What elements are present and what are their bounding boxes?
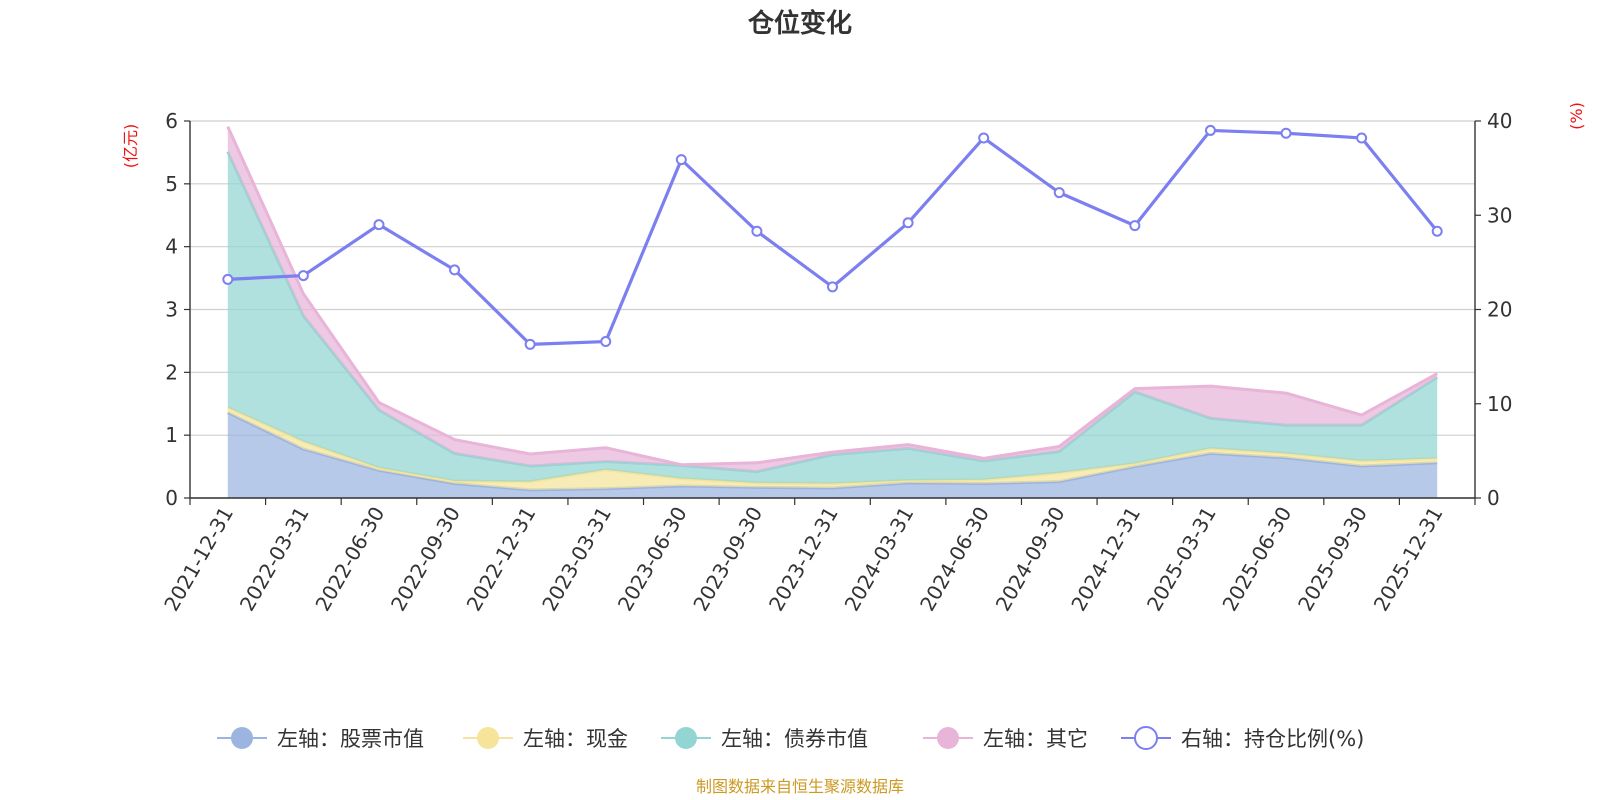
left-tick-label: 6	[165, 109, 178, 133]
legend-swatch-marker	[477, 727, 499, 749]
area-series-4	[227, 126, 1438, 472]
legend-item-5[interactable]: 右轴：持仓比例(%)	[1121, 726, 1364, 751]
left-tick-label: 0	[165, 486, 178, 510]
legend-label: 左轴：现金	[523, 727, 628, 751]
x-tick-label: 2023-09-30	[688, 503, 767, 616]
x-tick-label: 2023-12-31	[764, 503, 843, 616]
legend-label: 左轴：股票市值	[277, 727, 424, 751]
ratio-point[interactable]	[600, 336, 612, 348]
ratio-point[interactable]	[902, 217, 914, 229]
ratio-point[interactable]	[1129, 220, 1141, 232]
left-tick-label: 5	[165, 172, 178, 196]
x-tick-label: 2024-03-31	[840, 503, 919, 616]
ratio-point[interactable]	[297, 270, 309, 282]
ratio-line	[227, 128, 1439, 346]
area-series-3	[227, 151, 1438, 484]
x-tick-label: 2022-12-31	[462, 503, 541, 616]
ratio-point[interactable]	[1356, 132, 1368, 144]
x-tick-label: 2022-06-30	[310, 503, 389, 616]
left-axis-unit: (亿元)	[121, 124, 140, 169]
legend: 左轴：股票市值 左轴：现金 左轴：债券市值 左轴：其它 右轴：持仓比例(%)	[217, 726, 1364, 751]
right-tick-label: 10	[1487, 392, 1512, 416]
data-source-note: 制图数据来自恒生聚源数据库	[696, 777, 904, 796]
chart-title: 仓位变化	[747, 8, 852, 39]
legend-swatch-marker	[231, 727, 253, 749]
right-axis-unit: (%)	[1567, 102, 1586, 130]
legend-label: 左轴：其它	[983, 727, 1088, 751]
right-tick-label: 20	[1487, 298, 1512, 322]
area-series-4-edge	[226, 126, 1438, 467]
ratio-point[interactable]	[675, 154, 687, 166]
stacked-areas	[226, 126, 1439, 498]
ratio-point[interactable]	[827, 281, 838, 293]
right-tick-label: 0	[1487, 486, 1500, 510]
x-tick-label: 2025-09-30	[1293, 503, 1372, 616]
x-tick-label: 2025-06-30	[1217, 503, 1296, 616]
left-tick-label: 4	[165, 235, 178, 259]
x-tick-label: 2024-06-30	[915, 503, 994, 616]
area-series-1	[227, 412, 1438, 498]
legend-swatch-marker	[937, 727, 959, 749]
x-tick-label: 2022-03-31	[235, 503, 314, 616]
x-tick-label: 2023-06-30	[613, 503, 692, 616]
axes: 01234560102030402021-12-312022-03-312022…	[159, 109, 1512, 615]
right-tick-label: 30	[1487, 203, 1512, 227]
ratio-point[interactable]	[449, 264, 461, 276]
ratio-point[interactable]	[1204, 124, 1216, 136]
legend-item-1[interactable]: 左轴：股票市值	[217, 727, 424, 751]
ratio-line-layer	[222, 124, 1443, 350]
left-tick-label: 3	[165, 298, 178, 322]
x-tick-label: 2024-12-31	[1066, 503, 1145, 616]
ratio-point[interactable]	[1431, 225, 1443, 237]
ratio-point[interactable]	[524, 338, 536, 350]
left-tick-label: 2	[165, 360, 178, 384]
legend-swatch-marker	[1134, 726, 1158, 750]
ratio-point[interactable]	[222, 273, 234, 285]
x-tick-label: 2021-12-31	[159, 503, 238, 616]
x-tick-label: 2022-09-30	[386, 503, 465, 616]
ratio-point[interactable]	[751, 225, 763, 237]
ratio-point[interactable]	[1053, 187, 1065, 199]
ratio-point[interactable]	[1280, 127, 1292, 139]
ratio-point[interactable]	[978, 132, 990, 144]
right-tick-label: 40	[1487, 109, 1512, 133]
left-tick-label: 1	[165, 423, 178, 447]
legend-item-3[interactable]: 左轴：债券市值	[661, 727, 868, 751]
ratio-point[interactable]	[373, 219, 385, 231]
x-tick-label: 2025-03-31	[1142, 503, 1221, 616]
legend-item-4[interactable]: 左轴：其它	[923, 727, 1088, 751]
legend-label: 右轴：持仓比例(%)	[1181, 727, 1364, 751]
x-tick-label: 2024-09-30	[991, 503, 1070, 616]
legend-swatch-marker	[675, 727, 697, 749]
x-tick-label: 2025-12-31	[1369, 503, 1448, 616]
legend-item-2[interactable]: 左轴：现金	[463, 727, 628, 751]
x-tick-label: 2023-03-31	[537, 503, 616, 616]
legend-label: 左轴：债券市值	[721, 727, 868, 751]
